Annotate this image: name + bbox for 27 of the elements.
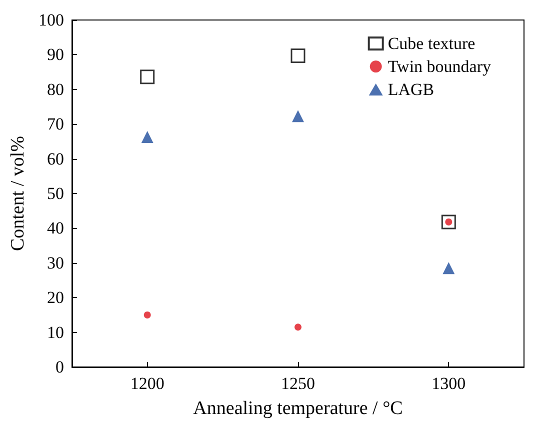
y-tick-label: 20: [47, 288, 64, 308]
y-tick-label: 100: [38, 10, 64, 30]
legend-label: Cube texture: [388, 34, 476, 53]
legend-label: Twin boundary: [388, 57, 492, 76]
point: [442, 262, 455, 274]
y-tick-label: 50: [47, 184, 64, 203]
legend-label: LAGB: [388, 80, 434, 99]
y-axis-title: Content / vol%: [8, 136, 29, 252]
y-tick-label: 90: [47, 45, 64, 64]
y-tick-label: 10: [47, 322, 64, 342]
point: [144, 311, 151, 318]
point: [441, 214, 456, 230]
x-tick-label: 1200: [130, 374, 164, 393]
point: [290, 48, 306, 63]
y-tick-label: 70: [47, 114, 64, 134]
y-tick-label: 0: [56, 358, 64, 376]
x-tick-label: 1300: [432, 374, 466, 393]
point: [140, 70, 155, 84]
x-axis-title: Annealing temperature / °C: [193, 398, 403, 419]
y-tick-label: 60: [47, 149, 64, 168]
y-tick-label: 30: [47, 253, 64, 272]
point: [294, 324, 302, 331]
x-tick-label: 1250: [281, 374, 315, 393]
y-tick-label: 40: [47, 218, 64, 238]
point: [141, 130, 154, 143]
y-tick-label: 80: [47, 80, 64, 99]
point: [292, 110, 304, 122]
